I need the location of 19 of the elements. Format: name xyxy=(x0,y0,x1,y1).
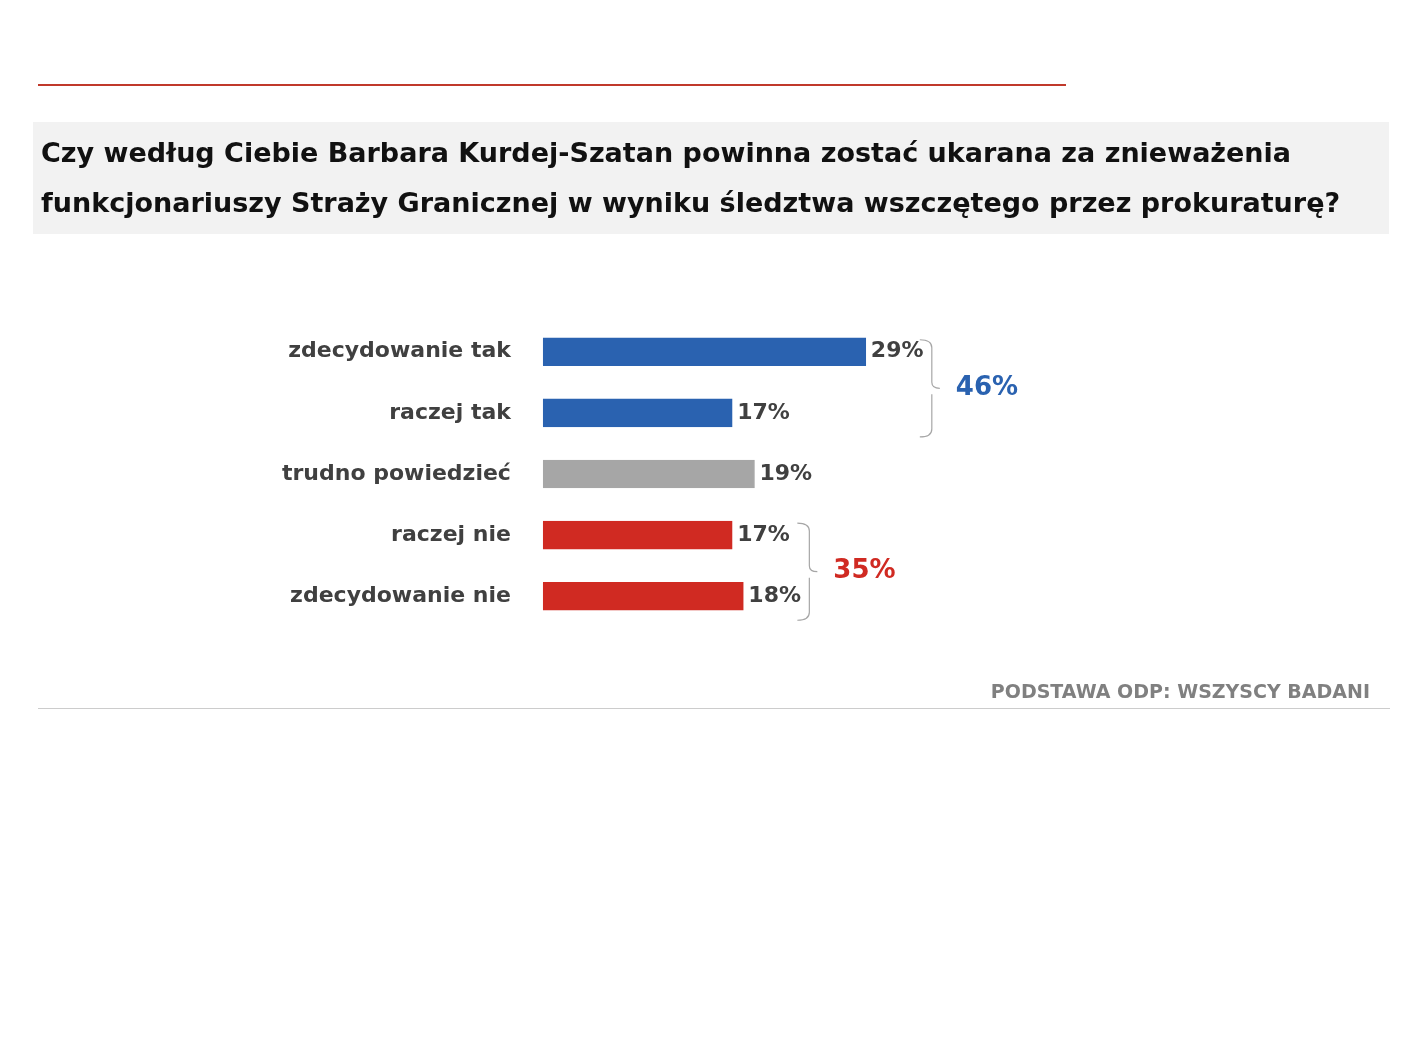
text: 46% xyxy=(955,371,1019,402)
annotation: 35% xyxy=(833,554,896,585)
data-label: 19% xyxy=(759,459,813,485)
bar xyxy=(542,581,744,611)
y-tick-label: raczej nie xyxy=(391,520,511,546)
y-tick-label: zdecydowanie nie xyxy=(290,581,511,607)
y-tick-label: raczej tak xyxy=(389,398,513,424)
y-tick-label: zdecydowanie tak xyxy=(288,337,513,363)
bar xyxy=(542,337,867,367)
data-label: 18% xyxy=(748,581,802,607)
data-label: 17% xyxy=(737,520,790,546)
text: PODSTAWA ODP: WSZYSCY BADANI xyxy=(989,680,1370,702)
y-tick-label: trudno powiedzieć xyxy=(281,459,511,485)
chart-title: Czy według Ciebie Barbara Kurdej-Szatan powinna zostać ukarana za znieważenia funkcjonariuszy Straży Granicznej w wyniku śledztwa wszczętego przez prokuraturę? xyxy=(33,122,1389,234)
data-label: 17% xyxy=(737,398,790,424)
bar xyxy=(542,398,733,428)
bar xyxy=(542,459,755,489)
bar xyxy=(542,520,733,550)
data-label: 29% xyxy=(870,337,924,363)
